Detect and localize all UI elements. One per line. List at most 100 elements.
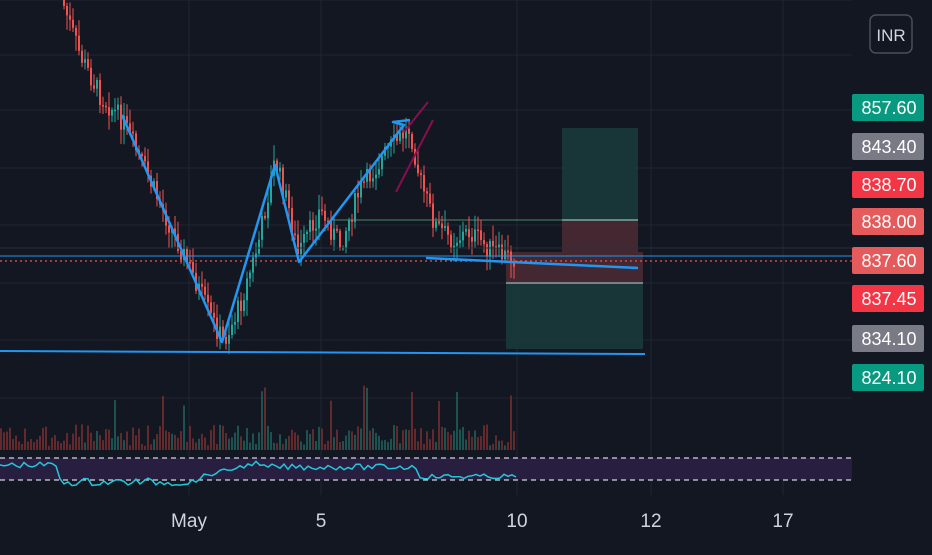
volume-bar (372, 428, 374, 450)
volume-bar (120, 433, 122, 450)
long-stop-zone (562, 220, 638, 252)
candle-body (438, 221, 440, 224)
price-label: 834.10 (861, 329, 916, 349)
candle-body (366, 169, 368, 182)
volume-bar (198, 438, 200, 450)
candle-body (123, 116, 125, 130)
volume-bar (192, 438, 194, 450)
candle-body (165, 210, 167, 226)
volume-bar (435, 442, 437, 450)
price-label: 824.10 (861, 368, 916, 388)
volume-bar (99, 435, 101, 450)
candle-body (168, 225, 170, 233)
candle-body (417, 164, 419, 174)
long-target-zone (562, 128, 638, 220)
candle-body (360, 181, 362, 198)
volume-bar (432, 429, 434, 450)
candle-body (180, 250, 182, 260)
candle-body (357, 193, 359, 198)
channel-line-upper (403, 101, 429, 133)
volume-bar (135, 435, 137, 450)
volume-bar (123, 440, 125, 450)
volume-bar (378, 435, 380, 450)
volume-bar (258, 432, 260, 450)
volume-bar (399, 443, 401, 450)
volume-bar (354, 434, 356, 450)
volume-bar (48, 445, 50, 450)
volume-bar (492, 443, 494, 450)
candle-body (189, 261, 191, 264)
volume-bar (291, 429, 293, 450)
candle-body (72, 19, 74, 28)
candle-body (90, 67, 92, 86)
position-tool[interactable] (330, 128, 643, 349)
candle-body (375, 174, 377, 179)
candle-body (234, 321, 236, 325)
candle-body (327, 220, 329, 223)
price-axis[interactable]: 857.60 843.40 838.70 838.00 837.60 837.45 834.… (852, 0, 932, 550)
volume-bar (171, 433, 173, 450)
candle-body (429, 193, 431, 204)
candle-body (435, 221, 437, 228)
support-line (0, 350, 646, 355)
candle-body (117, 104, 119, 110)
candle-body (471, 237, 473, 242)
volume-bar (252, 433, 254, 450)
candle-body (297, 234, 299, 255)
currency-badge[interactable]: INR (869, 14, 913, 54)
volume-bar (72, 433, 74, 450)
price-axis-bg (852, 0, 932, 550)
volume-bar (303, 444, 305, 450)
candle-body (186, 248, 188, 262)
candle-body (204, 286, 206, 295)
volume-bar (270, 432, 272, 450)
trendlines[interactable] (0, 101, 852, 355)
candle-body (99, 79, 101, 106)
volume-bar (60, 443, 62, 450)
volume-bar (255, 443, 257, 450)
volume-bar (219, 424, 221, 450)
short-target-zone (506, 283, 643, 349)
price-label: 838.70 (861, 175, 916, 195)
candle-body (507, 250, 509, 253)
volume-bar (66, 433, 68, 450)
volume-bar (447, 431, 449, 450)
volume-bar (102, 440, 104, 450)
volume-bar (420, 428, 422, 450)
volume-bar (426, 431, 428, 450)
volume-bar (240, 436, 242, 450)
volume-bar (174, 434, 176, 450)
volume-bar (408, 430, 410, 450)
candle-body (156, 181, 158, 200)
volume-bar (351, 431, 353, 450)
volume-bar (381, 440, 383, 450)
candle-body (495, 246, 497, 249)
volume-bar (84, 442, 86, 450)
price-label-bg (852, 247, 924, 274)
volume-bar (111, 438, 113, 450)
volume-bar (261, 391, 263, 450)
volume-bar (21, 443, 23, 450)
volume-bar (495, 435, 497, 450)
time-axis[interactable]: May 5 10 12 17 (171, 511, 794, 532)
candle-body (354, 193, 356, 222)
candle-body (213, 312, 215, 318)
price-label-bg (852, 285, 924, 312)
volume-bar (423, 443, 425, 450)
volume-bar (42, 427, 44, 450)
volume-bar (177, 437, 179, 450)
volume-bar (273, 442, 275, 450)
candle-body (474, 229, 476, 242)
candle-body (465, 229, 467, 232)
volume-bar (414, 428, 416, 450)
volume-bar (228, 438, 230, 450)
volume-bar (459, 429, 461, 450)
volume-bar (324, 443, 326, 450)
candle-body (462, 231, 464, 241)
volume-bar (33, 442, 35, 450)
price-label-bg (852, 94, 924, 121)
candle-body (87, 59, 89, 68)
volume-bar (15, 435, 17, 450)
